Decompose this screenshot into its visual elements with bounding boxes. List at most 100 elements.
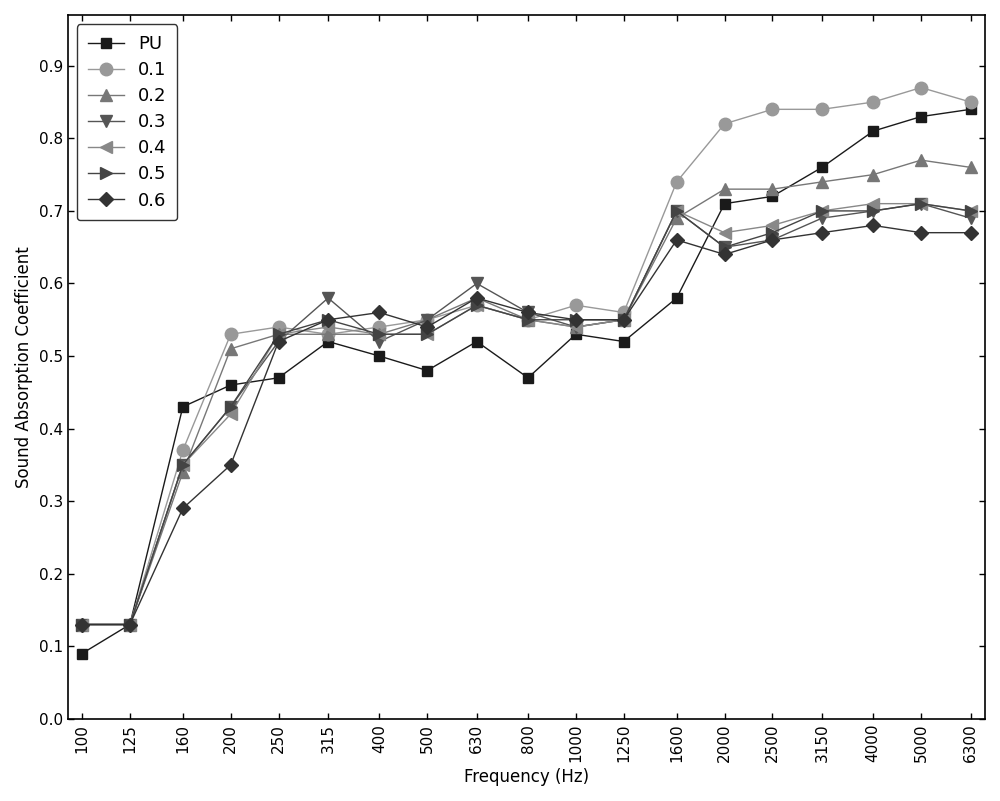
0.1 [618,308,630,317]
0.2 [273,329,285,339]
0.3 [225,402,237,412]
Y-axis label: Sound Absorption Coefficient: Sound Absorption Coefficient [15,246,33,488]
0.1 [421,315,433,324]
0.6 [816,227,828,237]
0.4 [421,329,433,339]
0.2 [965,163,977,172]
0.6 [373,308,385,317]
0.4 [522,315,534,324]
PU [816,163,828,172]
0.1 [671,177,683,187]
0.5 [965,206,977,215]
PU [965,104,977,114]
PU [177,402,189,412]
0.3 [522,308,534,317]
0.1 [373,322,385,332]
0.2 [867,170,879,179]
0.2 [618,315,630,324]
0.5 [618,315,630,324]
0.4 [322,322,334,332]
0.2 [471,293,483,303]
0.5 [421,329,433,339]
0.3 [671,206,683,215]
0.1 [471,300,483,310]
0.1 [322,329,334,339]
0.1 [766,104,778,114]
0.5 [719,243,731,252]
0.5 [322,315,334,324]
0.3 [816,213,828,223]
PU [671,293,683,303]
0.3 [421,315,433,324]
Line: 0.2: 0.2 [76,155,976,630]
0.2 [766,184,778,194]
0.3 [867,206,879,215]
Line: 0.6: 0.6 [77,220,976,630]
Line: 0.1: 0.1 [76,82,977,630]
0.5 [373,329,385,339]
PU [719,199,731,208]
0.5 [671,206,683,215]
0.4 [867,199,879,208]
0.2 [177,467,189,477]
0.4 [671,206,683,215]
0.1 [719,119,731,129]
0.4 [225,409,237,419]
0.6 [322,315,334,324]
0.5 [225,402,237,412]
0.1 [177,445,189,455]
0.5 [471,300,483,310]
0.2 [570,322,582,332]
0.2 [719,184,731,194]
Line: 0.5: 0.5 [76,198,976,630]
PU [867,127,879,136]
0.2 [124,620,136,630]
0.4 [373,329,385,339]
0.5 [915,199,927,208]
PU [522,373,534,383]
0.4 [471,300,483,310]
0.3 [570,322,582,332]
0.3 [471,279,483,288]
0.1 [816,104,828,114]
0.4 [124,620,136,630]
0.5 [124,620,136,630]
0.6 [522,308,534,317]
0.6 [867,220,879,230]
0.4 [618,315,630,324]
PU [618,336,630,346]
0.6 [965,227,977,237]
PU [322,336,334,346]
0.4 [76,620,88,630]
0.1 [124,620,136,630]
PU [273,373,285,383]
0.4 [766,220,778,230]
0.5 [273,329,285,339]
PU [124,620,136,630]
0.1 [225,329,237,339]
0.1 [867,97,879,107]
0.3 [76,620,88,630]
0.1 [522,315,534,324]
0.6 [915,227,927,237]
PU [570,329,582,339]
0.1 [915,83,927,92]
0.6 [177,504,189,513]
0.6 [671,235,683,245]
0.5 [816,206,828,215]
0.6 [618,315,630,324]
0.2 [322,329,334,339]
0.4 [273,329,285,339]
0.2 [915,155,927,165]
0.2 [816,177,828,187]
0.5 [177,460,189,469]
0.2 [373,329,385,339]
0.2 [225,344,237,353]
0.5 [766,227,778,237]
0.6 [421,322,433,332]
0.3 [766,235,778,245]
0.3 [124,620,136,630]
PU [421,366,433,376]
0.1 [76,620,88,630]
0.2 [421,315,433,324]
